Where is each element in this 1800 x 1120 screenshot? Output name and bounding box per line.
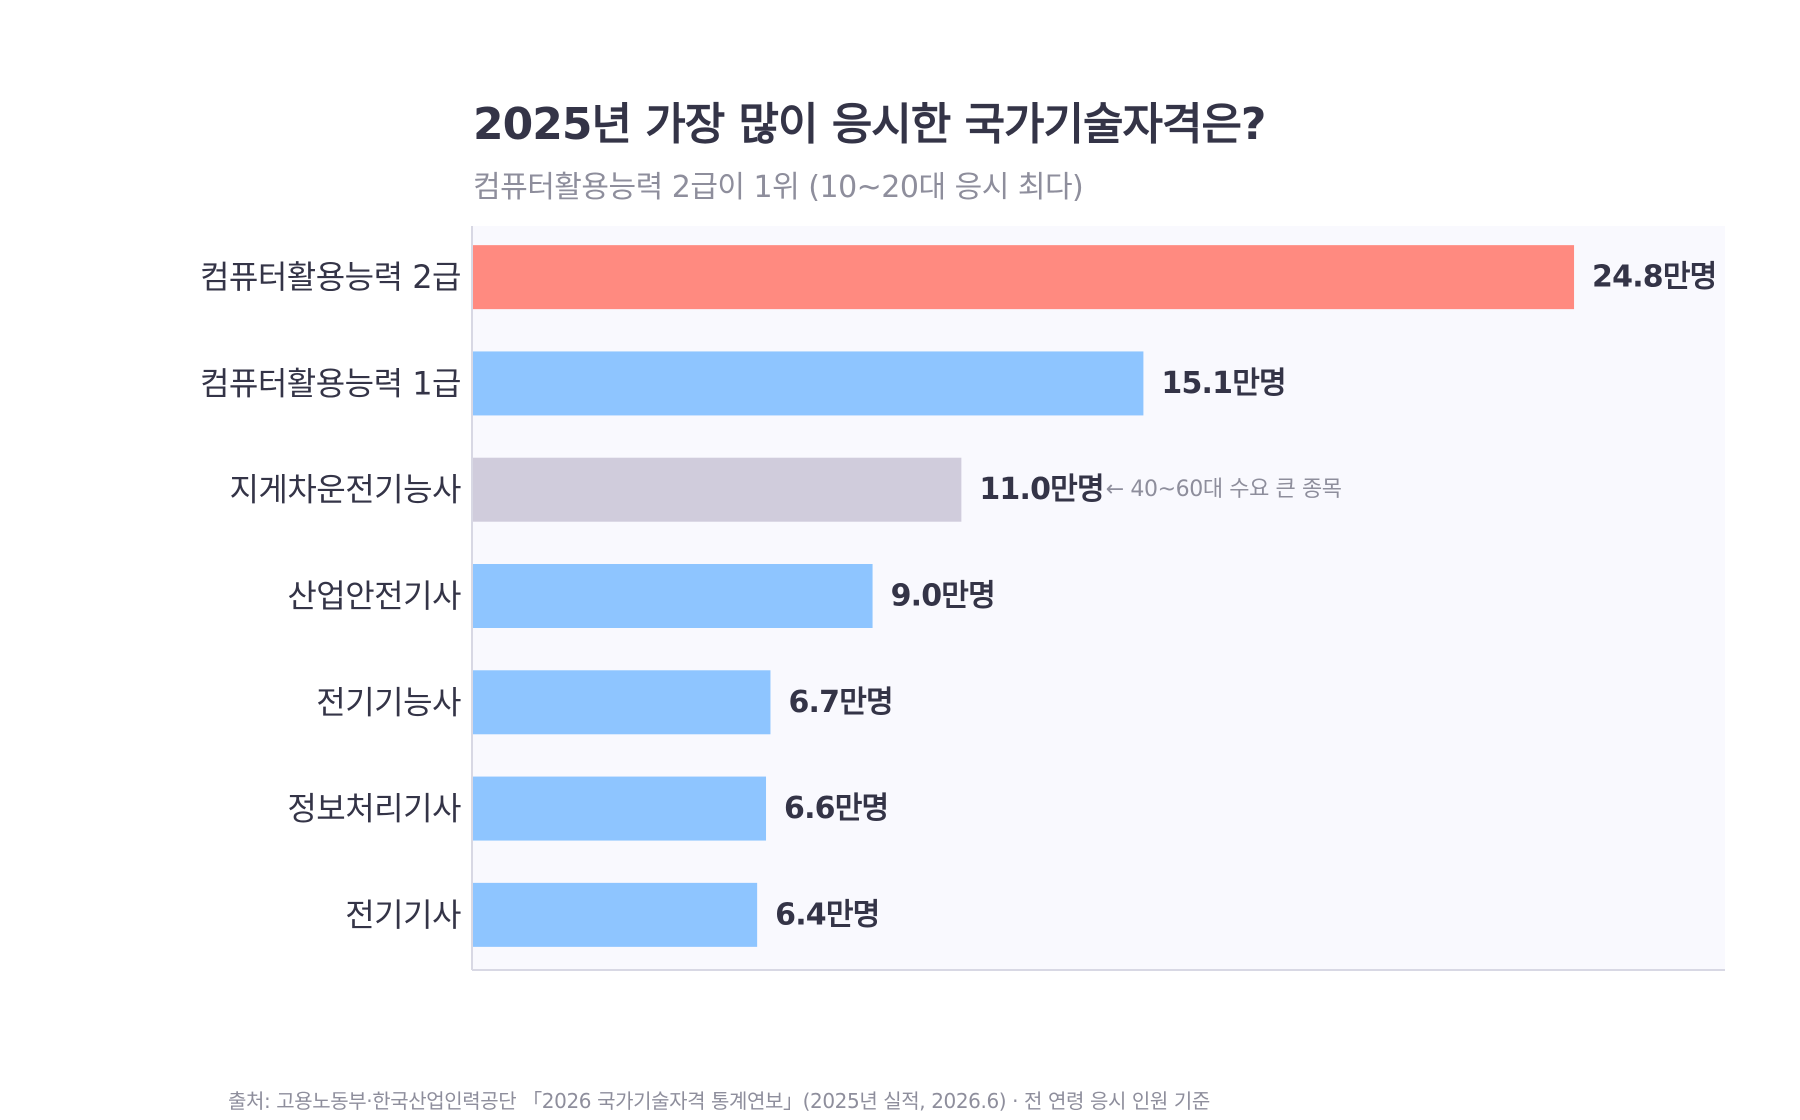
chart-subtitle: 컴퓨터활용능력 2급이 1위 (10~20대 응시 최다) — [473, 170, 1084, 205]
value-label: 9.0만명 — [891, 579, 995, 614]
category-label: 컴퓨터활용능력 1급 — [200, 364, 461, 402]
category-label: 전기기능사 — [316, 683, 461, 721]
annotation-label: ← 40~60대 수요 큰 종목 — [1106, 477, 1342, 502]
bar-2 — [473, 457, 962, 522]
category-label: 정보처리기사 — [287, 790, 461, 828]
value-label: 6.7만명 — [788, 685, 892, 720]
bar-6 — [473, 882, 758, 947]
bar-3 — [473, 564, 873, 628]
value-label: 11.0만명 — [979, 472, 1103, 507]
bar-4 — [473, 670, 771, 735]
category-label: 산업안전기사 — [287, 577, 461, 615]
value-label: 24.8만명 — [1592, 260, 1716, 295]
chart-title: 2025년 가장 많이 응시한 국가기술자격은? — [473, 99, 1266, 150]
value-label: 15.1만명 — [1161, 366, 1285, 401]
value-label: 6.6만명 — [784, 791, 888, 826]
category-label: 전기기사 — [345, 896, 461, 934]
bar-5 — [473, 776, 767, 841]
category-label: 지게차운전기능사 — [229, 471, 461, 509]
source-note: 출처: 고용노동부·한국산업인력공단 「2026 국가기술자격 통계연보」(20… — [228, 1089, 1210, 1113]
bar-0 — [473, 245, 1575, 310]
category-label: 컴퓨터활용능력 2급 — [200, 258, 461, 296]
value-label: 6.4만명 — [775, 897, 879, 932]
bar-1 — [473, 351, 1144, 416]
